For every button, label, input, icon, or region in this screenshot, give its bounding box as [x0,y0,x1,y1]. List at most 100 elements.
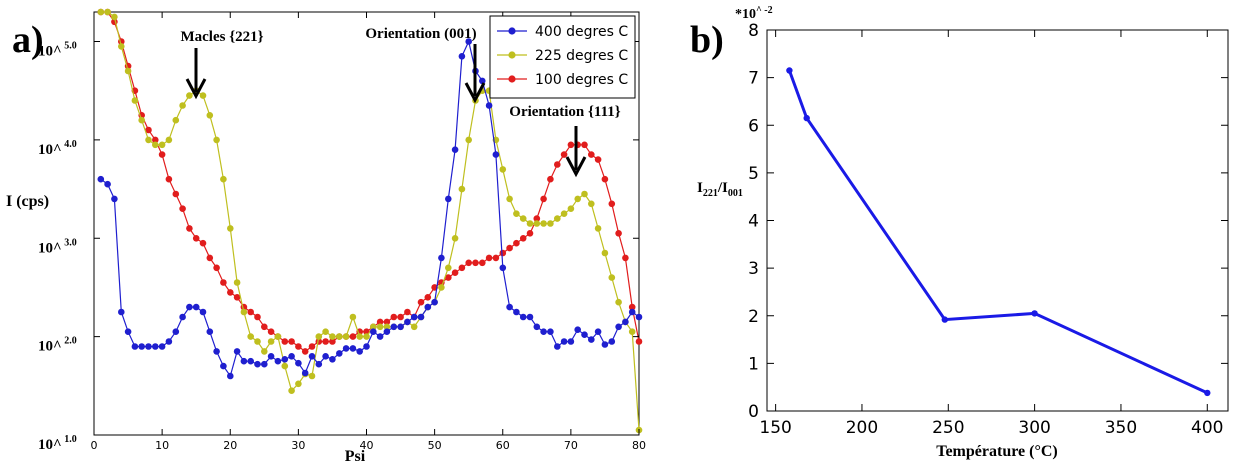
data-point [98,9,105,16]
y-tick-label: 10^ 4.0 [38,139,77,158]
x-tick-label: 300 [1018,418,1050,438]
y-tick-label: 7 [748,69,759,89]
annotation-macles: Macles {221} [180,29,263,45]
data-point [309,373,316,380]
data-point [602,250,609,257]
data-point [173,117,180,124]
data-point [513,210,520,217]
panel-a-ylabel: I (cps) [6,193,49,210]
data-point [547,220,554,227]
data-point [254,338,261,345]
data-point [145,137,152,144]
data-point [132,343,139,350]
data-point [445,196,452,203]
data-point [554,161,561,168]
data-point [397,324,404,331]
data-point [309,353,316,360]
data-point [322,353,329,360]
data-point [166,176,173,183]
data-point [527,220,534,227]
data-point [254,361,261,368]
data-point [629,328,636,335]
data-point [472,260,479,267]
data-point [288,353,295,360]
data-point [356,348,363,355]
data-point [609,274,616,281]
data-point [200,92,207,99]
data-point [336,350,343,357]
data-point [213,348,220,355]
data-point [220,176,227,183]
data-point [459,265,466,272]
data-point [316,333,323,340]
data-point [452,269,459,276]
data-point [431,299,438,306]
data-point [465,260,472,267]
data-point [356,333,363,340]
annotation-orientation-111: Orientation {111} [509,104,620,120]
x-tick-label: 80 [632,439,646,452]
data-point [438,284,445,291]
y-tick-label: 10^ 5.0 [38,41,77,60]
y-tick-label: 8 [748,21,759,41]
data-point [227,289,234,296]
annotation-orientation-001: Orientation (001) [365,26,476,42]
data-point [261,348,268,355]
data-point [247,309,254,316]
data-point [595,328,602,335]
data-point [179,205,186,212]
scale-exponent: ^ -2 [756,5,773,16]
y-tick-label: 10^ 3.0 [38,237,77,256]
data-point [602,176,609,183]
data-point [207,255,214,262]
y-tick-label: 1 [748,354,759,374]
data-point [370,328,377,335]
data-point [547,176,554,183]
x-tick-label: 30 [291,439,305,452]
data-point [234,279,241,286]
panel-a-y-ticks: 10^ 1.010^ 2.010^ 3.010^ 4.010^ 5.0 [38,41,639,453]
data-point [445,265,452,272]
data-point [506,196,513,203]
data-point [227,225,234,232]
data-point [942,316,948,322]
data-point [186,225,193,232]
data-point [486,102,493,109]
data-point [636,338,643,345]
data-point [363,333,370,340]
data-point [350,345,357,352]
data-point [377,324,384,331]
data-point [534,324,541,331]
legend-label: 225 degres C [535,48,628,64]
ylabel-mid: /I [717,180,728,196]
data-point [786,67,792,73]
y-tick-label: 2 [748,307,759,327]
data-point [452,235,459,242]
data-point [486,255,493,262]
data-point [213,265,220,272]
data-point [595,156,602,163]
data-point [125,328,132,335]
data-point [540,328,547,335]
data-point [391,314,398,321]
data-point [220,279,227,286]
data-point [220,363,227,370]
data-point [527,230,534,237]
data-point [377,333,384,340]
x-tick-label: 50 [428,439,442,452]
data-point [282,363,289,370]
data-point [479,260,486,267]
data-point [350,314,357,321]
y-tick-label: 0 [748,402,759,422]
data-point [173,191,180,198]
data-point [418,314,425,321]
data-point [241,309,248,316]
data-point [1031,310,1037,316]
data-point [132,97,139,104]
data-point [282,338,289,345]
data-point [166,137,173,144]
data-point [104,9,111,16]
ylabel-sub1: 221 [703,188,718,199]
data-point [282,356,289,363]
